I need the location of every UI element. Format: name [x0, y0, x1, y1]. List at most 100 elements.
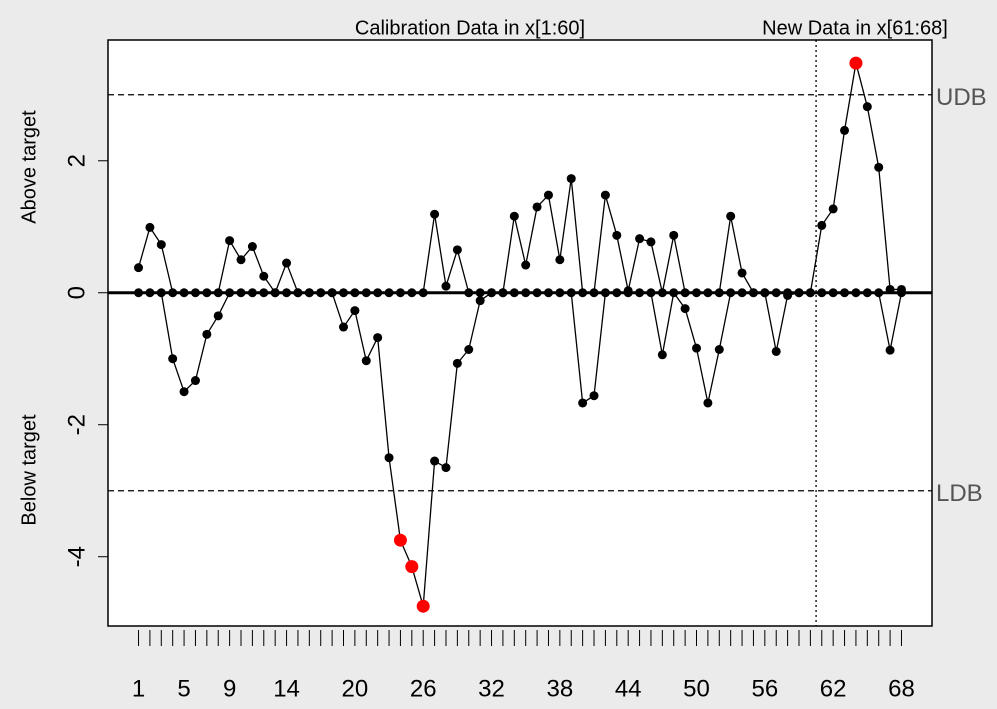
point	[156, 240, 166, 250]
limit-label: UDB	[936, 84, 987, 111]
x-tick-label: 9	[223, 675, 236, 702]
point	[737, 268, 747, 278]
x-tick-label: 56	[751, 675, 778, 702]
x-tick-label: 26	[410, 675, 437, 702]
x-tick-label: 20	[342, 675, 369, 702]
x-tick-label: 38	[547, 675, 574, 702]
point	[896, 288, 906, 298]
point	[236, 255, 246, 265]
point	[225, 236, 235, 246]
point	[555, 288, 565, 298]
point	[338, 322, 348, 332]
point	[748, 288, 758, 298]
x-tick-label: 44	[615, 675, 642, 702]
point	[452, 245, 462, 255]
point	[259, 271, 269, 281]
point	[669, 230, 679, 240]
point	[817, 220, 827, 230]
point	[395, 288, 405, 298]
point	[190, 288, 200, 298]
point	[714, 344, 724, 354]
point	[509, 288, 519, 298]
point	[555, 255, 565, 265]
x-tick-label: 1	[132, 675, 145, 702]
point	[393, 533, 407, 547]
point	[680, 288, 690, 298]
point	[475, 296, 485, 306]
point	[509, 211, 519, 221]
point	[407, 288, 417, 298]
point	[384, 453, 394, 463]
point	[134, 288, 144, 298]
point	[657, 350, 667, 360]
point	[783, 290, 793, 300]
point	[532, 288, 542, 298]
point	[703, 398, 713, 408]
point	[373, 333, 383, 343]
point	[168, 288, 178, 298]
point	[543, 190, 553, 200]
point	[168, 354, 178, 364]
point	[680, 304, 690, 314]
point	[771, 346, 781, 356]
point	[600, 288, 610, 298]
point	[498, 288, 508, 298]
point	[849, 56, 863, 70]
x-tick-label: 32	[478, 675, 505, 702]
point	[145, 222, 155, 232]
point	[225, 288, 235, 298]
point	[714, 288, 724, 298]
point	[600, 190, 610, 200]
point	[350, 288, 360, 298]
point	[145, 288, 155, 298]
point	[646, 288, 656, 298]
plot-area	[107, 39, 933, 627]
point	[282, 258, 292, 268]
x-tick-label: 5	[177, 675, 190, 702]
below-label: Below target	[18, 414, 40, 526]
point	[657, 288, 667, 298]
point	[623, 288, 633, 298]
point	[134, 263, 144, 273]
point	[270, 288, 280, 298]
point	[338, 288, 348, 298]
point	[794, 288, 804, 298]
x-tick-label: 68	[888, 675, 915, 702]
point	[737, 288, 747, 298]
point	[828, 204, 838, 214]
y-tick-label: -4	[63, 546, 90, 567]
point	[828, 288, 838, 298]
point	[304, 288, 314, 298]
point	[543, 288, 553, 298]
point	[760, 288, 770, 298]
point	[384, 288, 394, 298]
point	[578, 288, 588, 298]
new-data-label: New Data in x[61:68]	[762, 17, 948, 39]
x-tick-label: 50	[683, 675, 710, 702]
calibration-label: Calibration Data in x[1:60]	[355, 17, 585, 39]
point	[840, 288, 850, 298]
point	[532, 202, 542, 212]
point	[817, 288, 827, 298]
point	[566, 174, 576, 184]
point	[282, 288, 292, 298]
point	[247, 288, 257, 298]
point	[464, 288, 474, 298]
y-tick-label: 2	[63, 154, 90, 167]
point	[805, 288, 815, 298]
point	[179, 288, 189, 298]
point	[259, 288, 269, 298]
point	[190, 376, 200, 386]
x-tick-label: 14	[273, 675, 300, 702]
point	[361, 356, 371, 366]
point	[213, 311, 223, 321]
point	[851, 288, 861, 298]
point	[703, 288, 713, 298]
point	[293, 288, 303, 298]
x-tick-label: 62	[820, 675, 847, 702]
point	[452, 358, 462, 368]
point	[475, 288, 485, 298]
point	[327, 288, 337, 298]
point	[862, 102, 872, 112]
